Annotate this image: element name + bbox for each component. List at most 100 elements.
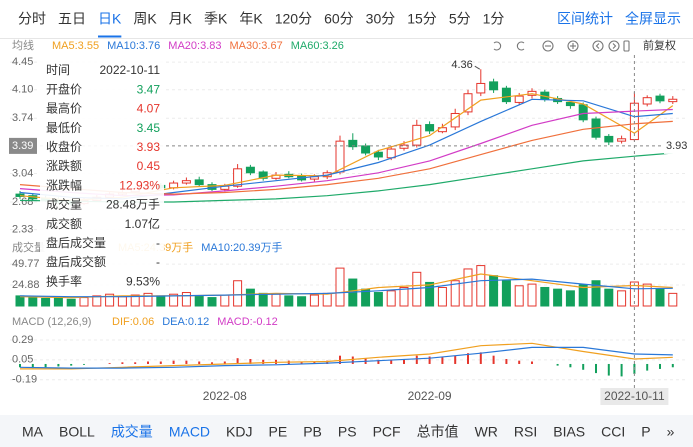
y-tick-label: 4.45 — [12, 56, 33, 68]
volume-bar — [79, 297, 89, 307]
tab[interactable]: 15分 — [407, 11, 437, 27]
tooltip-value: 2022-10-11 — [100, 63, 161, 77]
candle-body — [578, 104, 588, 121]
tooltip-value: 3.47 — [137, 82, 161, 96]
indicator-tab[interactable]: PCF — [373, 424, 401, 440]
tooltip-value: 4.07 — [137, 102, 161, 116]
candle-body — [412, 124, 422, 146]
volume-bar — [629, 281, 639, 307]
tab[interactable]: 1分 — [483, 11, 505, 27]
tooltip-label: 盘后成交量 — [46, 235, 106, 250]
tab[interactable]: 30分 — [366, 11, 396, 27]
candle-body — [361, 145, 371, 154]
volume-bar — [463, 268, 473, 307]
right-icon[interactable] — [608, 40, 620, 52]
tab[interactable]: 60分 — [324, 11, 354, 27]
tab[interactable]: 日K — [98, 11, 122, 27]
volume-bar — [501, 280, 511, 307]
candle-body — [194, 179, 204, 186]
volume-bar — [553, 288, 563, 307]
volume-bar — [604, 288, 614, 307]
volume-bar — [181, 292, 191, 307]
indicator-tab[interactable]: P — [641, 424, 650, 440]
indicator-tab[interactable]: CCI — [601, 424, 625, 440]
volume-bar — [642, 283, 652, 307]
x-label-highlight — [600, 388, 669, 405]
indicator-tab[interactable]: MACD — [169, 424, 210, 440]
volume-bar — [271, 293, 281, 307]
indicator-tab[interactable]: PB — [303, 424, 322, 440]
volume-bar — [335, 267, 345, 307]
candle-body — [642, 97, 652, 105]
volume-bar — [130, 294, 140, 307]
indicator-tab[interactable]: MA — [22, 424, 44, 440]
indicator-tab[interactable]: WR — [475, 424, 498, 440]
undo-icon[interactable] — [493, 41, 502, 51]
candle-body — [233, 168, 243, 187]
indicator-tab[interactable]: PE — [269, 424, 288, 440]
tab-action[interactable]: 全屏显示 — [625, 11, 681, 27]
volume-bar — [41, 297, 51, 307]
indicator-tab[interactable]: PS — [338, 424, 357, 440]
panel-title: 均线 — [12, 38, 34, 52]
tab[interactable]: 月K — [169, 11, 193, 27]
y-tick-label: 0.29 — [12, 334, 33, 346]
tooltip-value: - — [156, 236, 160, 250]
indicator-tab[interactable]: BOLL — [59, 424, 95, 440]
volume-bar — [578, 284, 588, 307]
volume-bar — [105, 293, 115, 307]
legend-entry: MA60:3.26 — [291, 40, 344, 52]
y-tick-label: 3.04 — [12, 167, 33, 179]
tooltip-label: 换手率 — [46, 273, 82, 288]
volume-bar — [322, 292, 332, 307]
tab[interactable]: 周K — [133, 11, 157, 27]
zoom-out-icon[interactable] — [542, 40, 554, 52]
volume-bar — [514, 285, 524, 307]
candle-body — [604, 135, 614, 143]
legend-entry: MA30:3.67 — [230, 40, 283, 52]
indicator-tab[interactable]: RSI — [514, 424, 537, 440]
indicator-tab[interactable]: » — [667, 424, 675, 440]
candle-body — [476, 82, 486, 94]
candle-body — [617, 138, 627, 142]
y-tick-label: 49.77 — [12, 258, 40, 270]
tab[interactable]: 年K — [239, 11, 263, 27]
candle-body — [463, 93, 473, 113]
tooltip-label: 成交量 — [46, 197, 82, 212]
tab[interactable]: 季K — [204, 11, 228, 27]
volume-bar — [220, 294, 230, 307]
tab[interactable]: 5分 — [449, 11, 471, 27]
indicator-tab[interactable]: 总市值 — [417, 424, 459, 440]
toolbar-icons[interactable] — [493, 40, 630, 52]
indicator-tab[interactable]: BIAS — [553, 424, 585, 440]
tooltip-label: 最高价 — [46, 101, 82, 116]
redo-icon[interactable] — [516, 41, 525, 51]
volume-bar — [476, 265, 486, 307]
candle-body — [514, 95, 524, 103]
tab[interactable]: 分时 — [18, 11, 46, 27]
x-tick-label: 2022-08 — [203, 389, 247, 403]
indicator-tab[interactable]: 成交量 — [111, 424, 153, 440]
y-tick-label: 2.33 — [12, 224, 33, 236]
tooltip-label: 时间 — [46, 63, 70, 77]
left-icon[interactable] — [592, 40, 604, 52]
volume-bar — [655, 288, 665, 307]
volume-bar — [565, 290, 575, 307]
left-arrow — [595, 43, 600, 49]
tooltip-label: 收盘价 — [46, 139, 82, 154]
y-tick-label: 0.05 — [12, 354, 33, 366]
panel-icon[interactable] — [623, 40, 630, 52]
tab-action[interactable]: 区间统计 — [557, 11, 613, 27]
tooltip-value: 1.07亿 — [125, 216, 160, 231]
indicator-tab[interactable]: KDJ — [226, 424, 252, 440]
volume-bar — [373, 292, 383, 307]
candle-body — [399, 144, 409, 149]
tooltip-value: 28.48万手 — [106, 198, 160, 212]
zoom-in-icon[interactable] — [567, 40, 579, 52]
tab[interactable]: 五日 — [58, 11, 86, 27]
adjust-mode[interactable]: 前复权 — [643, 38, 676, 52]
y-tick-label: 4.10 — [12, 84, 33, 96]
high-annotation: 4.36 — [451, 59, 472, 71]
tab[interactable]: 120分 — [275, 11, 312, 27]
